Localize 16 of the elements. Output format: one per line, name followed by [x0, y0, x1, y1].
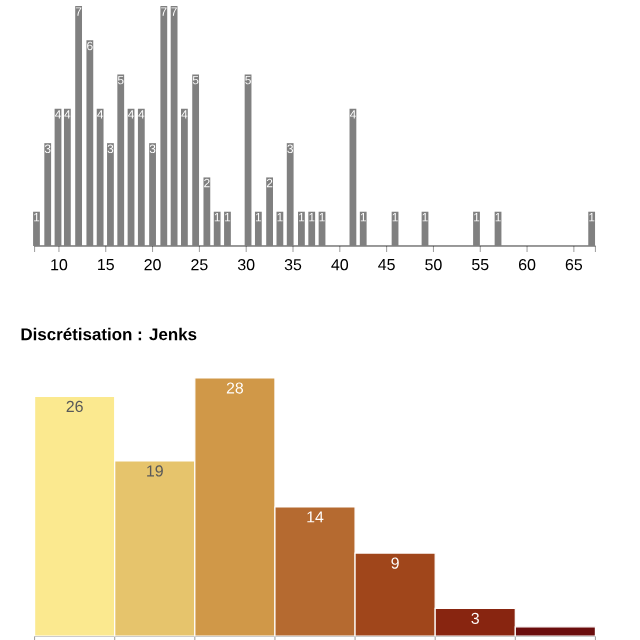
bar — [160, 6, 168, 246]
bar — [63, 108, 71, 246]
bar — [254, 211, 262, 246]
bar — [149, 143, 156, 246]
bar — [286, 143, 294, 246]
bar — [192, 74, 200, 246]
bar — [359, 211, 367, 246]
bar — [33, 211, 40, 246]
bar — [75, 6, 83, 246]
bar — [137, 108, 145, 246]
bar — [203, 177, 211, 246]
bar — [86, 40, 94, 246]
bar — [473, 211, 480, 246]
bar — [588, 211, 596, 246]
bar — [44, 143, 52, 246]
chart-title: Discrétisation : Jenks — [21, 327, 197, 341]
